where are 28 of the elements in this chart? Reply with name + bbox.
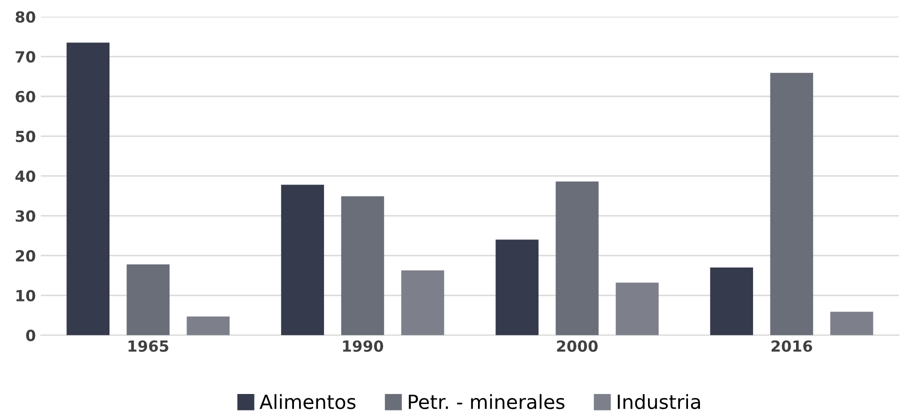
x-tick-label: 2016 [772, 340, 812, 352]
bar [186, 316, 230, 336]
bar [281, 184, 324, 336]
bar [770, 72, 814, 336]
y-tick-label: 80 [16, 11, 36, 23]
legend-label: Industria [618, 394, 700, 410]
bar [341, 196, 384, 336]
bar [126, 264, 170, 336]
bar [401, 270, 444, 336]
y-tick-label: 40 [15, 170, 36, 182]
legend-label: Alimentos [260, 394, 356, 410]
legend-label: Petr. - minerales [408, 394, 564, 410]
y-tick-label: 10 [16, 290, 36, 302]
bar [616, 282, 659, 336]
bar [496, 240, 539, 336]
y-tick-label: 60 [16, 90, 36, 102]
y-tick-label: 20 [16, 250, 36, 262]
y-tick-label: 50 [16, 130, 36, 142]
bar [66, 42, 110, 336]
x-tick-label: 1990 [343, 340, 384, 352]
y-tick-label: 70 [16, 51, 36, 63]
y-tick-label: 0 [26, 330, 36, 342]
bar [556, 182, 599, 336]
x-tick-label: 1965 [128, 340, 168, 352]
bar [830, 312, 874, 336]
y-tick-label: 30 [16, 210, 36, 222]
x-tick-label: 2000 [557, 340, 598, 352]
bar [710, 268, 754, 336]
